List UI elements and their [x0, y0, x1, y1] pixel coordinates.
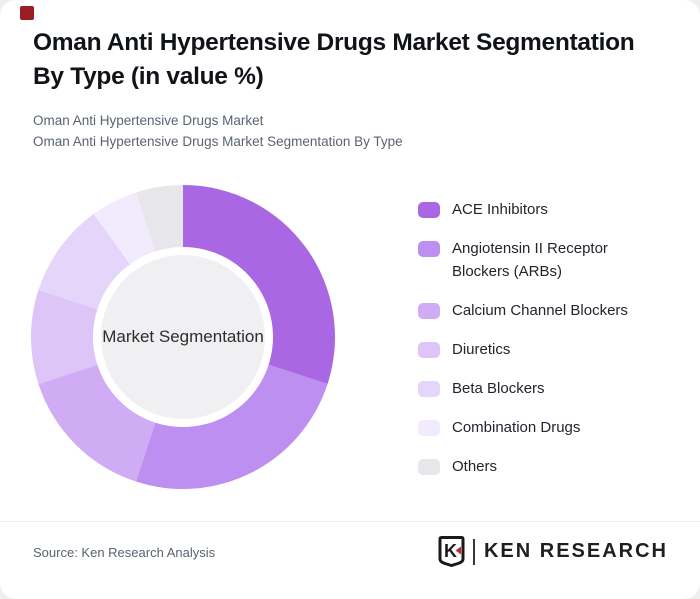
chart-subtitles: Oman Anti Hypertensive Drugs Market Oman… [33, 110, 403, 152]
legend-item-angiotensin-ii-receptor-blockers-arbs: Angiotensin II Receptor Blockers (ARBs) [418, 238, 666, 283]
legend-item-ace-inhibitors: ACE Inhibitors [418, 199, 666, 222]
legend-swatch [418, 241, 440, 257]
donut-chart-svg [31, 185, 335, 489]
ken-research-shield-icon: K [438, 536, 465, 567]
subtitle-line2: Oman Anti Hypertensive Drugs Market Segm… [33, 134, 403, 149]
legend-label: Angiotensin II Receptor Blockers (ARBs) [452, 240, 608, 280]
chart-title-line2: By Type (in value %) [33, 63, 264, 90]
legend-swatch [418, 380, 440, 397]
legend-label: Beta Blockers [452, 379, 545, 397]
legend-swatch [418, 419, 440, 436]
logo-wordmark: KEN RESEARCH [483, 540, 668, 562]
legend: ACE Inhibitors Angiotensin II Receptor Bl… [418, 199, 666, 478]
chart-title-line1: Oman Anti Hypertensive Drugs Market Segm… [33, 29, 635, 56]
legend-swatch [418, 302, 440, 319]
footer-divider [0, 521, 700, 522]
legend-item-combination-drugs: Combination Drugs [418, 417, 666, 440]
donut-segment-beta-blockers [38, 214, 131, 310]
legend-item-diuretics: Diuretics [418, 339, 666, 362]
legend-label: Calcium Channel Blockers [452, 301, 628, 319]
donut-segment-others [136, 185, 183, 252]
ken-research-logo: K KEN RESEARCH [438, 536, 668, 567]
logo-separator [472, 538, 475, 565]
legend-swatch [418, 202, 440, 218]
legend-label: Others [452, 457, 498, 475]
legend-label: Diuretics [452, 340, 511, 358]
legend-label: ACE Inhibitors [452, 201, 548, 218]
source-text: Source: Ken Research Analysis [33, 545, 216, 560]
brand-mark-square [20, 6, 34, 20]
legend-swatch [418, 341, 440, 358]
donut-segment-diuretics [31, 290, 98, 384]
chart-title: Oman Anti Hypertensive Drugs Market Segm… [33, 26, 681, 94]
svg-text:K: K [444, 541, 457, 561]
legend-label: Combination Drugs [452, 418, 581, 436]
legend-item-calcium-channel-blockers: Calcium Channel Blockers [418, 300, 666, 323]
legend-swatch [418, 458, 440, 475]
donut-segment-combination-drugs [93, 192, 156, 265]
donut-center-circle [101, 255, 265, 419]
subtitle-line1: Oman Anti Hypertensive Drugs Market [33, 113, 264, 128]
donut-segment-angiotensin-ii-receptor-blockers-arbs [136, 364, 328, 489]
donut-segment-calcium-channel-blockers [38, 364, 156, 482]
legend-item-beta-blockers: Beta Blockers [418, 378, 666, 401]
donut-chart: Market Segmentation [28, 182, 338, 492]
legend-item-others: Others [418, 456, 666, 479]
donut-segment-ace-inhibitors [183, 185, 335, 384]
